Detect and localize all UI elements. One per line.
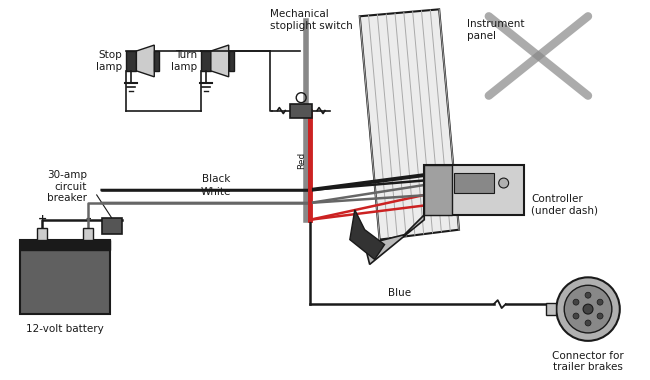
Text: Blue: Blue [388, 288, 411, 298]
Circle shape [585, 292, 591, 298]
Circle shape [597, 313, 603, 319]
Bar [20, 240, 110, 250]
Circle shape [564, 285, 612, 333]
Bar [83, 228, 93, 240]
Polygon shape [365, 215, 424, 264]
Circle shape [573, 299, 579, 305]
Bar [201, 51, 211, 71]
Text: 30-amp
circuit
breaker: 30-amp circuit breaker [47, 170, 87, 203]
Polygon shape [359, 10, 459, 240]
Bar [20, 240, 110, 314]
Bar [101, 218, 122, 234]
Bar [291, 104, 312, 117]
Circle shape [556, 277, 620, 341]
Polygon shape [350, 210, 385, 260]
Circle shape [573, 313, 579, 319]
Text: White: White [201, 187, 231, 197]
Text: +: + [38, 214, 47, 224]
Bar [37, 228, 47, 240]
Circle shape [597, 299, 603, 305]
Bar [154, 51, 159, 71]
Circle shape [583, 304, 593, 314]
Polygon shape [211, 45, 229, 77]
Text: Controller
(under dash): Controller (under dash) [532, 194, 599, 216]
Text: Turn
lamp: Turn lamp [171, 50, 197, 72]
Bar [127, 51, 136, 71]
Text: Black: Black [202, 174, 230, 184]
Polygon shape [136, 45, 154, 77]
Text: Mechanical
stoplight switch: Mechanical stoplight switch [270, 10, 353, 31]
Text: Stop
lamp: Stop lamp [96, 50, 122, 72]
Text: 12-volt battery: 12-volt battery [26, 324, 104, 334]
Text: –: – [85, 214, 90, 224]
Bar [229, 51, 234, 71]
Text: Red: Red [297, 152, 306, 169]
Text: Connector for
trailer brakes: Connector for trailer brakes [552, 351, 624, 372]
Bar [547, 303, 556, 315]
Bar [424, 165, 523, 215]
Circle shape [585, 320, 591, 326]
Bar [454, 173, 494, 193]
Text: Instrument
panel: Instrument panel [467, 19, 525, 41]
Circle shape [499, 178, 509, 188]
Bar [424, 165, 452, 215]
